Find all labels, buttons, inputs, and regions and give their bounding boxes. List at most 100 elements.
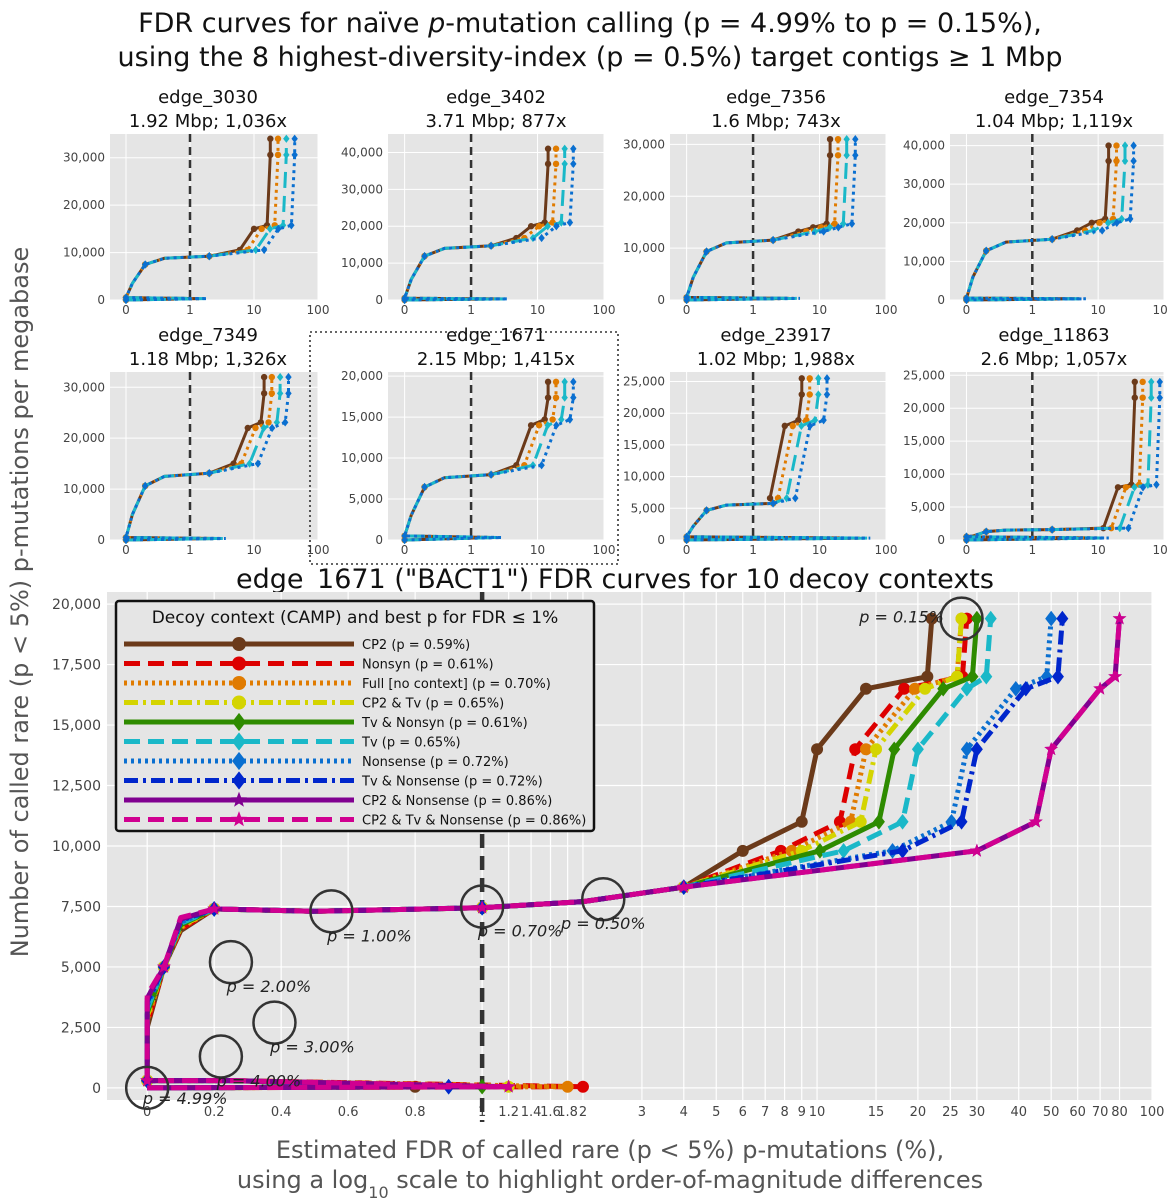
series-marker: [288, 221, 295, 230]
y-tick-label: 0: [97, 533, 105, 547]
series-marker: [544, 421, 551, 430]
main-series-marker: [1051, 668, 1064, 685]
series-marker: [283, 150, 290, 160]
main-series-marker: [908, 682, 921, 695]
series-marker: [1139, 378, 1146, 386]
y-tick-label: 15,000: [341, 410, 383, 424]
panel-title: edge_11863: [998, 325, 1109, 346]
series-marker: [421, 251, 428, 261]
series-marker: [1116, 523, 1124, 533]
series-marker: [268, 390, 276, 397]
series-marker: [766, 494, 774, 502]
main-series-marker: [921, 670, 934, 683]
x-tick-label: 10: [530, 543, 545, 557]
series-marker: [529, 461, 537, 470]
series-marker: [538, 461, 545, 470]
panel-edge_23917: edge_23917 1.02 Mbp; 1,988x 0 5,000 10,000 15…: [623, 325, 897, 557]
legend-entry: Tv (p = 0.65%): [361, 736, 461, 751]
series-marker: [826, 135, 834, 143]
annotation-6: p = 4.00%: [198, 1034, 301, 1090]
main-series-marker: [1056, 610, 1069, 627]
x-tick-label: 1: [186, 543, 194, 557]
series-marker: [1139, 483, 1147, 492]
x-tick-label: 0: [401, 543, 409, 557]
series-marker: [792, 493, 799, 503]
main-x-tick-label: 15: [868, 1105, 885, 1120]
y-tick-label: 0: [375, 533, 383, 547]
legend-entry: Full [no context] (p = 0.70%): [362, 677, 551, 692]
main-series-marker: [955, 612, 968, 625]
x-tick-label: 10: [246, 543, 261, 557]
main-series-marker: [676, 879, 691, 893]
series-marker: [852, 151, 859, 160]
annotation-label: p = 0.15%: [858, 608, 944, 627]
y-tick-label: 20,000: [623, 406, 665, 420]
series-marker: [815, 390, 822, 399]
panel-edge_7354: edge_7354 1.04 Mbp; 1,119x 0 10,000 20,000 30…: [903, 87, 1167, 317]
y-tick-label: 20,000: [63, 198, 105, 212]
legend-entry: CP2 & Nonsense (p = 0.86%): [362, 794, 552, 809]
series-marker: [257, 419, 265, 426]
series-marker: [549, 416, 556, 423]
x-tick-label: 1: [1028, 543, 1036, 557]
series-marker: [275, 224, 282, 234]
series-marker: [260, 390, 268, 397]
series-marker: [1153, 480, 1160, 489]
series-marker: [683, 532, 690, 541]
annotation-5: p = 3.00%: [252, 1000, 355, 1057]
series-marker: [806, 421, 814, 431]
main-series-marker: [561, 1080, 574, 1093]
y-tick-label: 40,000: [341, 145, 383, 159]
main-x-tick-label: 100: [1140, 1105, 1165, 1120]
series-marker: [142, 260, 149, 269]
panel-title: edge_3030: [158, 87, 258, 108]
y-tick-label: 30,000: [903, 177, 945, 191]
series-marker: [1118, 214, 1125, 224]
panel-title: edge_7349: [158, 325, 258, 346]
main-y-tick-label: 12,500: [52, 779, 101, 795]
plot-area: [670, 134, 886, 300]
series-line-Tv: [402, 148, 567, 302]
series-marker: [806, 391, 813, 398]
series-marker: [535, 223, 543, 230]
main-series-marker: [736, 844, 749, 857]
main-x-tick-label: 1.4: [521, 1105, 542, 1120]
y-tick-label: 0: [657, 293, 665, 307]
series-marker: [703, 247, 710, 256]
series-marker: [843, 151, 850, 160]
main-series-marker: [475, 900, 489, 914]
y-tick-label: 0: [375, 293, 383, 307]
series-marker: [283, 134, 290, 143]
series-marker: [1156, 377, 1164, 387]
y-tick-label: 25,000: [623, 375, 665, 389]
series-marker: [834, 135, 842, 143]
y-tick-label: 10,000: [903, 254, 945, 268]
series-marker: [276, 372, 284, 382]
x-tick-label: 100: [1153, 303, 1167, 317]
main-x-tick-label: 0: [143, 1105, 151, 1120]
annotation-label: p = 3.00%: [269, 1038, 355, 1057]
series-marker: [798, 421, 805, 431]
series-marker: [1139, 394, 1146, 401]
x-tick-label: 10: [812, 303, 827, 317]
main-series-marker: [849, 743, 862, 756]
series-marker: [820, 416, 827, 425]
annotation-label: p = 1.00%: [326, 926, 412, 945]
main-x-tick-label: 9: [798, 1105, 806, 1120]
panel-edge_7349: edge_7349 1.18 Mbp; 1,326x 0 10,000 20,000 30…: [63, 325, 329, 557]
x-tick-label: 1: [749, 543, 757, 557]
series-marker: [268, 423, 276, 433]
y-tick-label: 30,000: [623, 137, 665, 151]
series-marker: [260, 423, 267, 433]
plot-area: [388, 372, 604, 540]
x-tick-label: 0: [122, 543, 130, 557]
y-tick-label: 20,000: [63, 431, 105, 445]
figure-title-line2: using the 8 highest-diversity-index (p =…: [118, 42, 1063, 73]
series-marker: [122, 293, 130, 302]
series-marker: [258, 225, 265, 233]
y-tick-label: 10,000: [341, 256, 383, 270]
main-series-marker: [896, 814, 909, 830]
series-marker: [835, 223, 842, 232]
series-marker: [558, 415, 565, 424]
series-marker: [963, 532, 970, 541]
